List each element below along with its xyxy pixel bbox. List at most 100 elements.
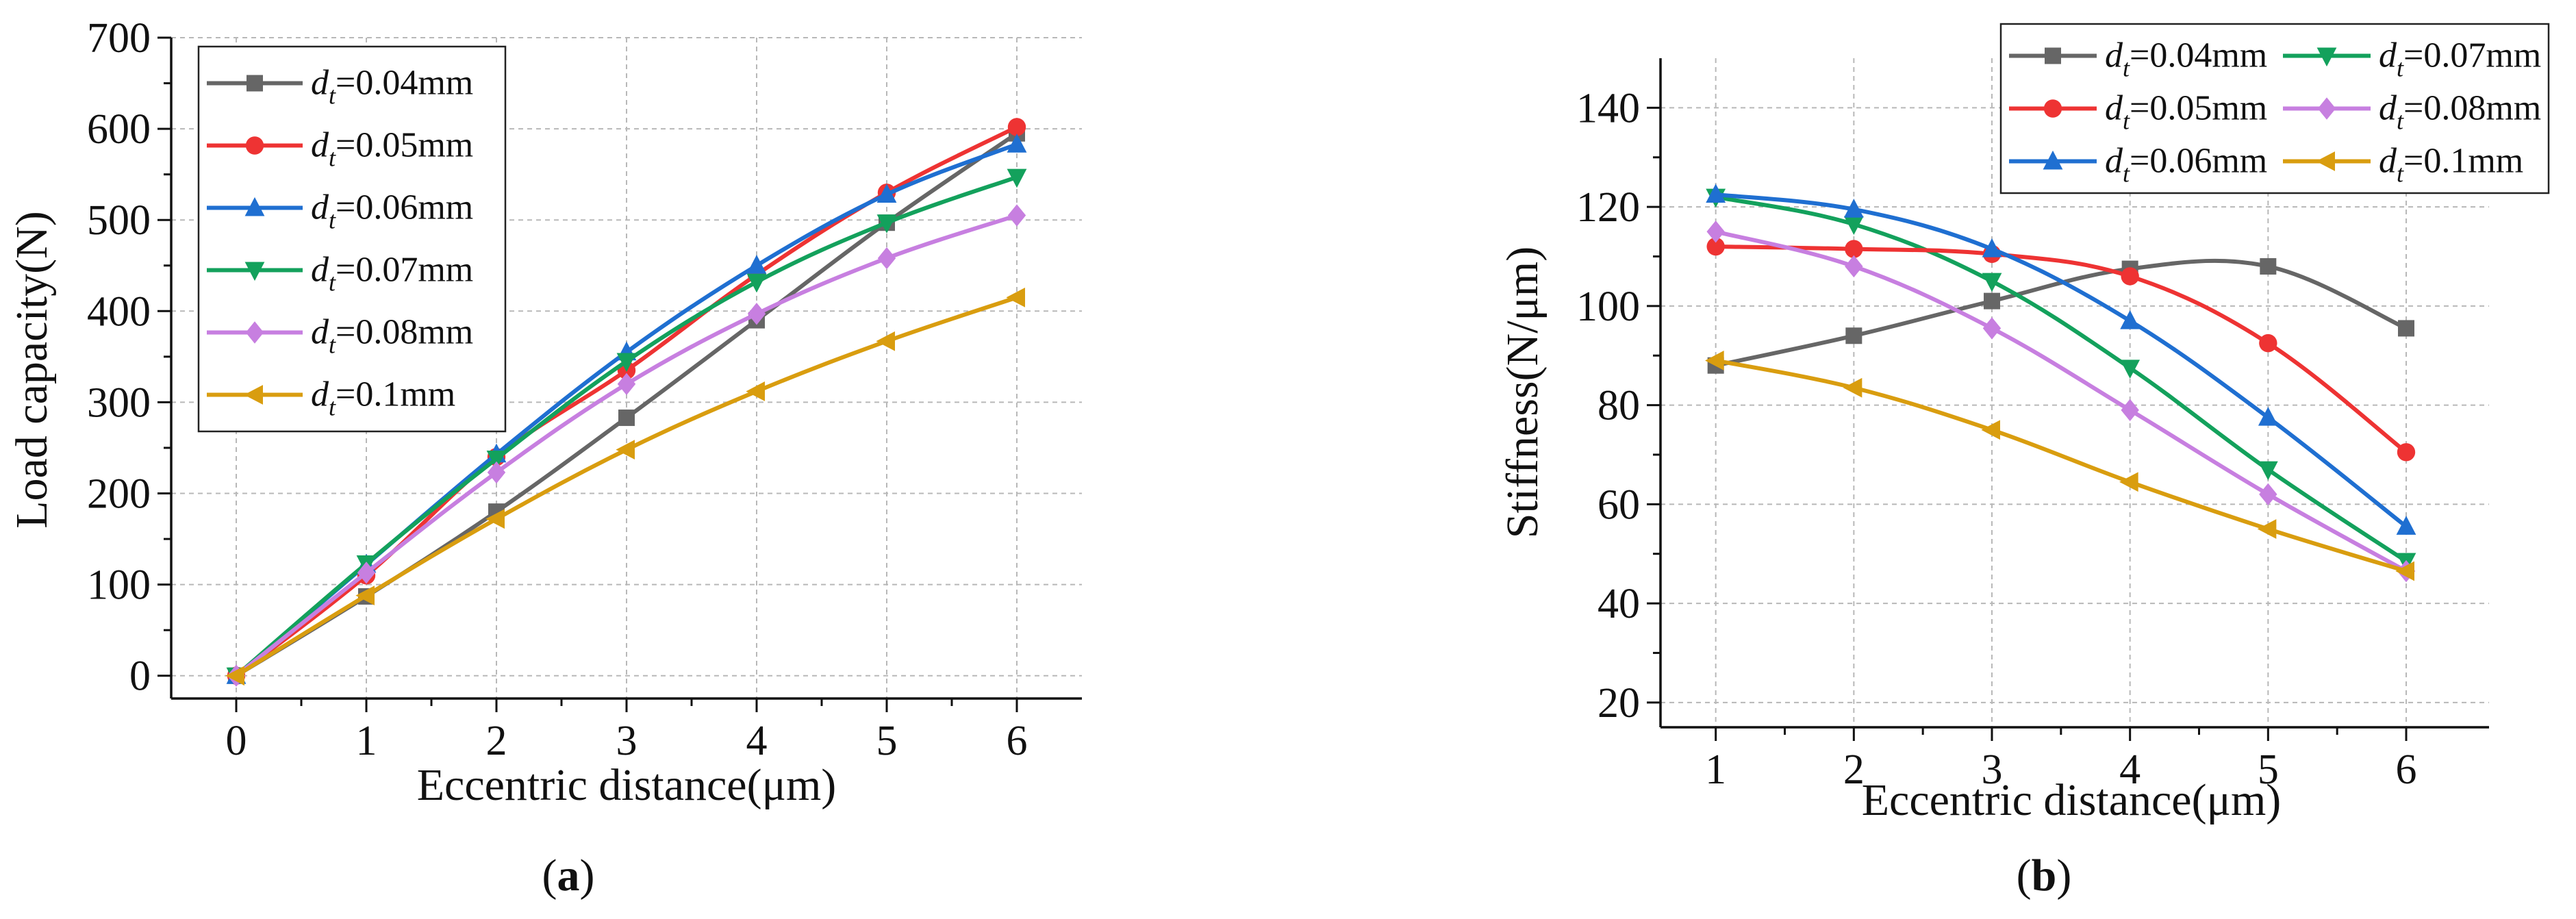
series-dt=0.08mm <box>227 204 1026 687</box>
y-tick-label: 120 <box>1576 184 1640 231</box>
legend-var: d <box>2379 142 2397 181</box>
x-tick-label: 2 <box>1843 746 1865 793</box>
legend-subscript: t <box>2397 160 2404 188</box>
panel-label-open: ( <box>542 851 557 901</box>
data-point <box>876 214 897 234</box>
legend-var: d <box>311 126 329 165</box>
y-tick-label: 500 <box>87 197 151 244</box>
data-point <box>2258 461 2278 481</box>
x-axis-label: Eccentric distance(μm) <box>417 760 837 810</box>
legend: dt=0.04mmdt=0.05mmdt=0.06mmdt=0.07mmdt=0… <box>197 45 507 433</box>
legend-subscript: t <box>329 394 336 421</box>
series-line <box>1715 192 2408 529</box>
data-point <box>876 184 897 203</box>
data-point <box>486 450 507 470</box>
legend-marker <box>2316 151 2335 171</box>
legend-entry: dt=0.08mm <box>207 313 473 359</box>
legend-subscript: t <box>329 82 336 110</box>
chart-panel-b: 1 2 3 4 5 6 20 40 60 80 100 120 140 Eccentric distanc… <box>1498 23 2550 901</box>
data-point <box>2259 483 2277 506</box>
series-line <box>1715 244 2408 454</box>
legend-var: d <box>2105 36 2123 75</box>
legend-subscript: t <box>2123 160 2130 188</box>
data-point <box>877 247 896 270</box>
legend-entry: dt=0.04mm <box>2009 36 2267 82</box>
legend-entry: dt=0.1mm <box>207 375 455 421</box>
legend-entry: dt=0.07mm <box>207 251 473 297</box>
x-tick-label: 4 <box>2119 746 2141 793</box>
data-point <box>2260 257 2277 275</box>
legend-marker <box>244 197 265 216</box>
data-point <box>1981 420 2000 440</box>
data-point <box>1845 255 1863 278</box>
x-tick-label: 4 <box>746 718 768 764</box>
data-point <box>2259 333 2277 353</box>
series-dt=0.1mm <box>1705 351 2414 581</box>
y-tick-label: 80 <box>1598 383 1640 429</box>
y-tick-label: 700 <box>87 15 151 62</box>
data-point <box>357 562 376 584</box>
legend-value: =0.04mm <box>336 64 473 103</box>
legend-var: d <box>311 313 329 352</box>
data-point <box>1007 118 1026 136</box>
legend-entry: dt=0.07mm <box>2283 36 2541 82</box>
series-dt=0.04mm <box>1707 257 2414 374</box>
y-axis-label: Stiffness(N/μm) <box>1498 247 1548 539</box>
legend-var: d <box>311 64 329 103</box>
legend-entry: dt=0.08mm <box>2283 89 2541 135</box>
data-point <box>2120 360 2141 379</box>
legend-label: dt=0.04mm <box>2105 36 2267 82</box>
legend-marker <box>244 262 265 281</box>
legend-subscript: t <box>2123 55 2130 82</box>
panel-label-letter: a <box>557 851 580 901</box>
x-tick-label: 5 <box>2258 746 2279 793</box>
legend-label: dt=0.06mm <box>2105 142 2267 188</box>
legend-var: d <box>311 375 329 414</box>
data-point <box>746 381 765 401</box>
x-tick-label: 2 <box>486 718 507 764</box>
y-tick-label: 40 <box>1598 581 1640 627</box>
legend-marker <box>2045 47 2061 64</box>
data-point <box>1982 317 2002 340</box>
legend-var: d <box>311 251 329 290</box>
legend-marker <box>244 385 263 405</box>
legend-marker <box>2316 47 2337 67</box>
legend-label: dt=0.1mm <box>311 375 455 421</box>
data-point <box>1007 134 1027 153</box>
legend-entry: dt=0.05mm <box>2009 89 2267 135</box>
legend-value: =0.1mm <box>336 375 455 414</box>
y-tick-label: 20 <box>1598 680 1640 727</box>
y-tick-label: 300 <box>87 379 151 426</box>
legend-label: dt=0.1mm <box>2379 142 2523 188</box>
data-point <box>1007 204 1026 227</box>
legend-subscript: t <box>2123 108 2130 135</box>
x-tick-label: 5 <box>876 718 898 764</box>
panel-label: (b) <box>2017 851 2072 901</box>
legend-value: =0.08mm <box>2403 89 2541 128</box>
data-point <box>746 273 767 293</box>
legend-marker <box>2317 97 2336 120</box>
data-point <box>1843 377 1862 398</box>
legend-subscript: t <box>329 331 336 359</box>
series-line <box>1715 258 2408 368</box>
x-tick-label: 6 <box>1007 718 1028 764</box>
legend-label: dt=0.07mm <box>2379 36 2541 82</box>
legend-marker <box>245 321 264 344</box>
panel-label-open: ( <box>2017 851 2032 901</box>
legend-label: dt=0.06mm <box>311 188 473 234</box>
data-point <box>2258 407 2278 426</box>
series-line <box>1715 358 2407 573</box>
data-point <box>1843 216 1864 236</box>
data-point <box>355 586 375 605</box>
data-point <box>1706 221 1725 243</box>
legend-var: d <box>311 188 329 227</box>
legend-marker <box>247 75 263 92</box>
x-tick-label: 0 <box>226 718 247 764</box>
legend-value: =0.05mm <box>336 126 473 165</box>
data-point <box>1845 240 1863 258</box>
legend-var: d <box>2379 89 2397 128</box>
legend-value: =0.06mm <box>336 188 473 227</box>
data-point <box>1843 199 1864 218</box>
data-point <box>1006 287 1025 307</box>
